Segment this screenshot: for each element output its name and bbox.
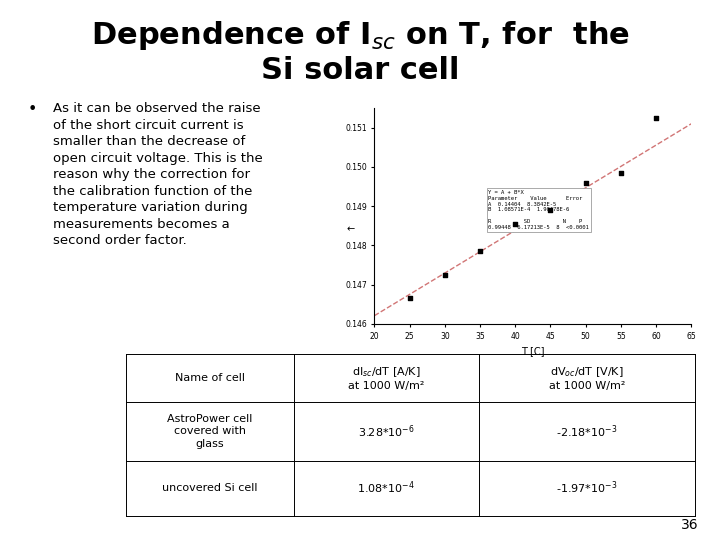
Text: Y = A + B*X
Parameter    Value      Error
A  0.14404  8.3842E-5
B  1.08571E-4  1: Y = A + B*X Parameter Value Error A 0.14…	[488, 190, 589, 230]
Point	[439, 271, 451, 279]
Point	[544, 206, 556, 214]
Point	[650, 113, 662, 122]
Text: Name of cell: Name of cell	[175, 373, 245, 383]
Point	[615, 168, 626, 177]
Text: -1.97*10$^{-3}$: -1.97*10$^{-3}$	[556, 480, 618, 496]
Text: dI$_{sc}$/dT [A/K]
at 1000 W/m²: dI$_{sc}$/dT [A/K] at 1000 W/m²	[348, 365, 424, 391]
Text: As it can be observed the raise
of the short circuit current is
smaller than the: As it can be observed the raise of the s…	[53, 102, 263, 247]
Point	[580, 178, 591, 187]
Text: uncovered Si cell: uncovered Si cell	[162, 483, 258, 493]
Text: 3.28*10$^{-6}$: 3.28*10$^{-6}$	[358, 423, 415, 440]
X-axis label: T [C]: T [C]	[521, 346, 544, 356]
Point	[474, 247, 486, 255]
Text: ←: ←	[346, 225, 355, 234]
Text: Si solar cell: Si solar cell	[261, 56, 459, 85]
Text: -2.18*10$^{-3}$: -2.18*10$^{-3}$	[556, 423, 618, 440]
Text: dV$_{oc}$/dT [V/K]
at 1000 W/m²: dV$_{oc}$/dT [V/K] at 1000 W/m²	[549, 365, 625, 391]
Text: 36: 36	[681, 518, 698, 532]
Point	[404, 294, 415, 303]
Text: Dependence of I$_{sc}$ on T, for  the: Dependence of I$_{sc}$ on T, for the	[91, 18, 629, 52]
Text: AstroPower cell
covered with
glass: AstroPower cell covered with glass	[167, 414, 253, 449]
Text: •: •	[28, 102, 37, 117]
Point	[510, 220, 521, 228]
Text: 1.08*10$^{-4}$: 1.08*10$^{-4}$	[357, 480, 415, 496]
